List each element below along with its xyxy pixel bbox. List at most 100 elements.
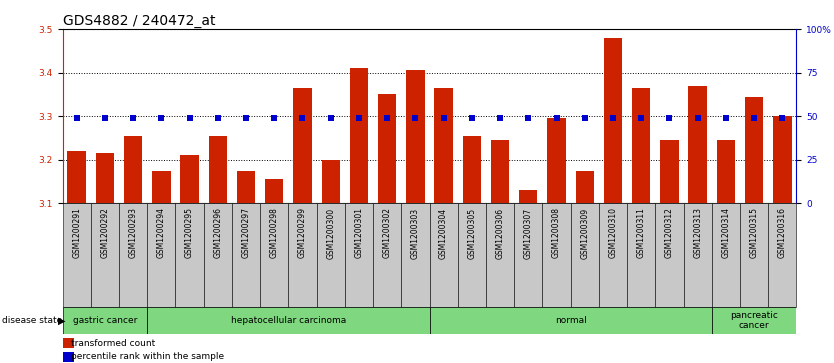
Point: [127, 115, 140, 121]
Text: GSM1200305: GSM1200305: [467, 207, 476, 258]
FancyBboxPatch shape: [430, 203, 458, 307]
Text: GSM1200296: GSM1200296: [214, 207, 223, 258]
Bar: [68, 151, 86, 203]
Text: GSM1200308: GSM1200308: [552, 207, 561, 258]
FancyBboxPatch shape: [711, 307, 796, 334]
FancyBboxPatch shape: [148, 307, 430, 334]
FancyBboxPatch shape: [542, 203, 570, 307]
Point: [606, 115, 620, 121]
Point: [70, 115, 83, 121]
Text: GSM1200302: GSM1200302: [383, 207, 392, 258]
Text: GSM1200315: GSM1200315: [750, 207, 759, 258]
Point: [239, 115, 253, 121]
Point: [691, 115, 705, 121]
Bar: [604, 38, 622, 203]
Bar: [349, 68, 368, 203]
FancyBboxPatch shape: [203, 203, 232, 307]
Text: GSM1200294: GSM1200294: [157, 207, 166, 258]
Point: [154, 115, 168, 121]
Text: normal: normal: [555, 316, 586, 325]
Point: [719, 115, 732, 121]
Text: GSM1200295: GSM1200295: [185, 207, 194, 258]
Bar: [63, 338, 73, 348]
Bar: [294, 88, 312, 203]
Text: GSM1200303: GSM1200303: [411, 207, 420, 258]
Bar: [406, 70, 425, 203]
Point: [437, 115, 450, 121]
FancyBboxPatch shape: [63, 307, 148, 334]
Text: GSM1200298: GSM1200298: [269, 207, 279, 258]
FancyBboxPatch shape: [401, 203, 430, 307]
Point: [296, 115, 309, 121]
Bar: [716, 140, 735, 203]
Text: GSM1200312: GSM1200312: [665, 207, 674, 258]
FancyBboxPatch shape: [430, 307, 711, 334]
Point: [352, 115, 365, 121]
Text: pancreatic
cancer: pancreatic cancer: [731, 311, 778, 330]
FancyBboxPatch shape: [599, 203, 627, 307]
FancyBboxPatch shape: [232, 203, 260, 307]
Text: GSM1200297: GSM1200297: [242, 207, 250, 258]
Text: GSM1200299: GSM1200299: [298, 207, 307, 258]
Bar: [745, 97, 763, 203]
Text: hepatocellular carcinoma: hepatocellular carcinoma: [231, 316, 346, 325]
FancyBboxPatch shape: [740, 203, 768, 307]
Bar: [463, 136, 481, 203]
Bar: [378, 94, 396, 203]
Text: GSM1200309: GSM1200309: [580, 207, 590, 258]
Text: GSM1200311: GSM1200311: [636, 207, 646, 258]
FancyBboxPatch shape: [684, 203, 711, 307]
Point: [578, 115, 591, 121]
Bar: [322, 160, 340, 203]
Bar: [661, 140, 679, 203]
FancyBboxPatch shape: [289, 203, 317, 307]
Point: [494, 115, 507, 121]
Bar: [152, 171, 170, 203]
Text: GSM1200313: GSM1200313: [693, 207, 702, 258]
FancyBboxPatch shape: [175, 203, 203, 307]
Point: [380, 115, 394, 121]
Bar: [689, 86, 707, 203]
Point: [776, 115, 789, 121]
Bar: [575, 171, 594, 203]
Text: GSM1200316: GSM1200316: [778, 207, 786, 258]
Text: GSM1200304: GSM1200304: [440, 207, 448, 258]
FancyBboxPatch shape: [91, 203, 119, 307]
Bar: [491, 140, 510, 203]
Text: GSM1200307: GSM1200307: [524, 207, 533, 258]
FancyBboxPatch shape: [344, 203, 373, 307]
Text: GSM1200301: GSM1200301: [354, 207, 364, 258]
Bar: [124, 136, 143, 203]
FancyBboxPatch shape: [656, 203, 684, 307]
Text: percentile rank within the sample: percentile rank within the sample: [72, 352, 224, 361]
Text: disease state: disease state: [2, 316, 62, 325]
Bar: [180, 155, 198, 203]
Point: [98, 115, 112, 121]
Text: GDS4882 / 240472_at: GDS4882 / 240472_at: [63, 14, 215, 28]
FancyBboxPatch shape: [148, 203, 175, 307]
Bar: [435, 88, 453, 203]
Point: [550, 115, 563, 121]
Bar: [63, 352, 73, 362]
FancyBboxPatch shape: [768, 203, 796, 307]
Point: [183, 115, 196, 121]
Point: [747, 115, 761, 121]
FancyBboxPatch shape: [570, 203, 599, 307]
Point: [465, 115, 479, 121]
FancyBboxPatch shape: [63, 203, 91, 307]
Text: GSM1200310: GSM1200310: [609, 207, 617, 258]
Point: [324, 115, 338, 121]
Text: GSM1200291: GSM1200291: [73, 207, 81, 258]
Bar: [547, 118, 565, 203]
Text: GSM1200293: GSM1200293: [128, 207, 138, 258]
FancyBboxPatch shape: [458, 203, 486, 307]
FancyBboxPatch shape: [373, 203, 401, 307]
Bar: [632, 88, 651, 203]
Text: GSM1200306: GSM1200306: [495, 207, 505, 258]
Bar: [519, 190, 537, 203]
FancyBboxPatch shape: [317, 203, 344, 307]
Bar: [237, 171, 255, 203]
Text: gastric cancer: gastric cancer: [73, 316, 137, 325]
FancyBboxPatch shape: [119, 203, 148, 307]
Bar: [96, 153, 114, 203]
